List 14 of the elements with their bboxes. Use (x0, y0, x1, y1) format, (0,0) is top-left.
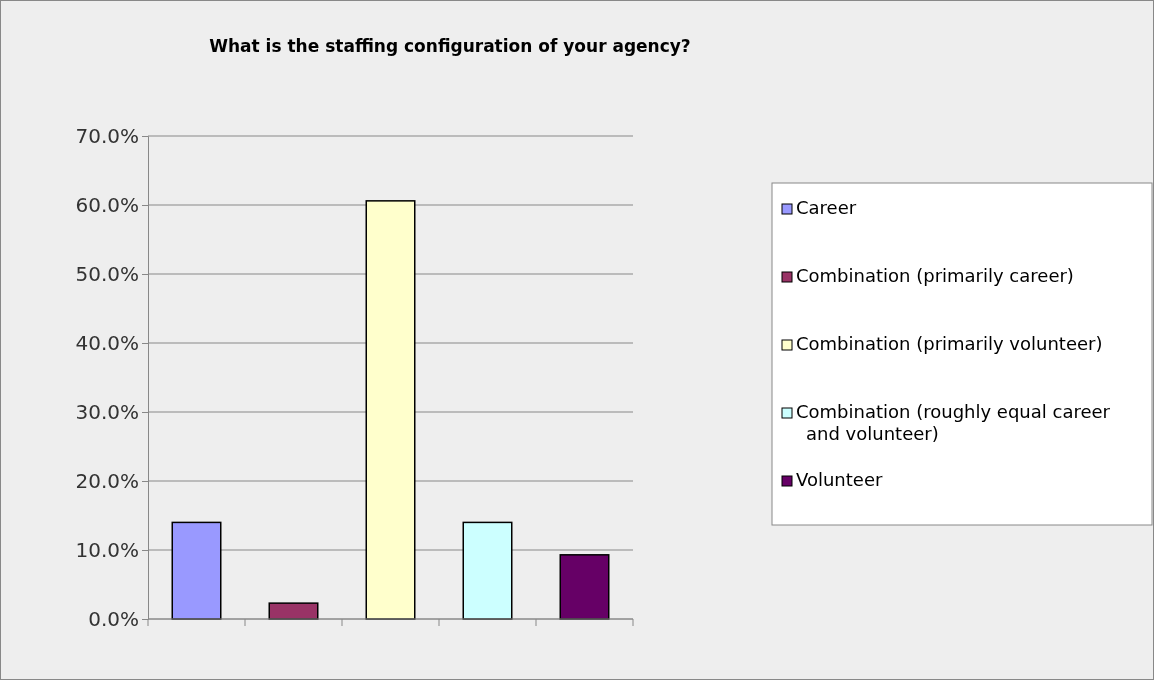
legend-label: Volunteer (796, 469, 883, 490)
legend-label: Combination (primarily career) (796, 265, 1074, 286)
y-tick-label: 70.0% (75, 123, 139, 148)
legend-label: Career (796, 197, 857, 218)
y-tick-label: 60.0% (75, 192, 139, 217)
y-tick-label: 50.0% (75, 261, 139, 286)
y-tick-label: 40.0% (75, 330, 139, 355)
y-tick-label: 20.0% (75, 468, 139, 493)
chart-title: What is the staffing configuration of your agency? (209, 36, 691, 56)
legend-label: Combination (primarily volunteer) (796, 333, 1103, 354)
legend-label: Combination (roughly equal career and volunteer) (796, 401, 1111, 444)
y-tick-label: 30.0% (75, 399, 139, 424)
y-tick-label: 10.0% (75, 537, 139, 562)
y-tick-label: 0.0% (88, 606, 139, 631)
